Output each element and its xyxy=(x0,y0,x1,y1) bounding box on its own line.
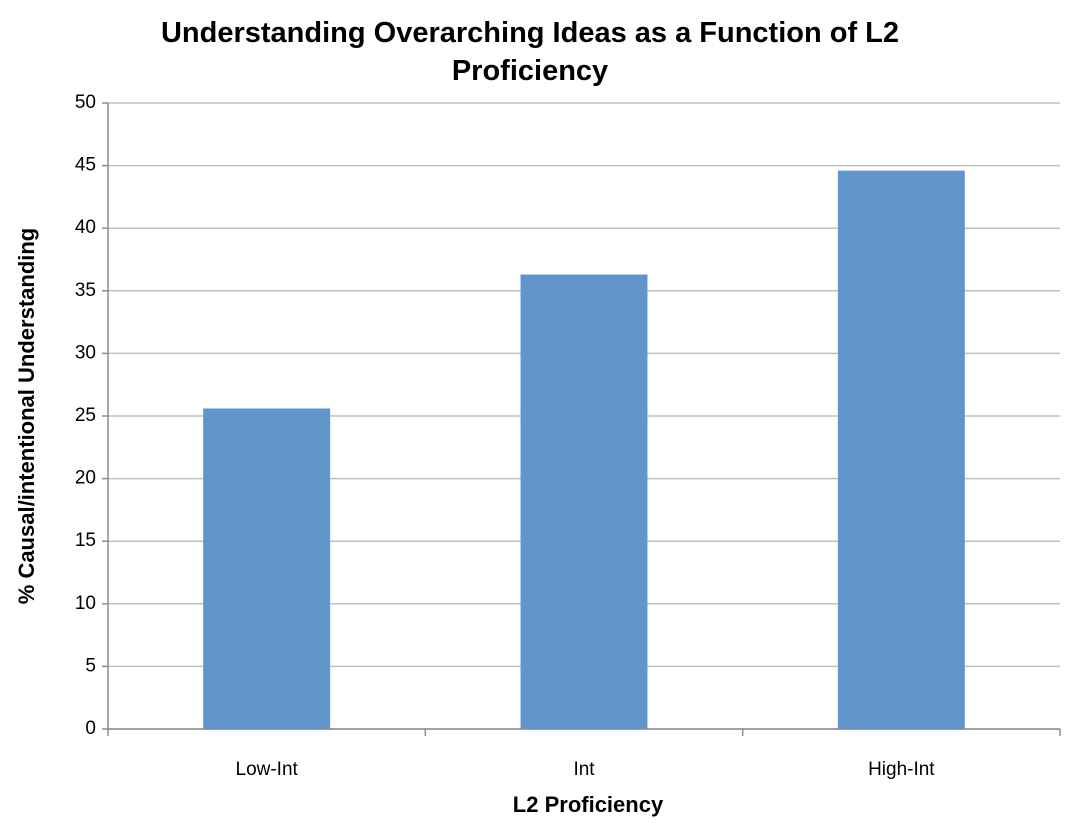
y-tick-label: 45 xyxy=(75,155,96,176)
y-tick-label: 35 xyxy=(75,280,96,301)
x-tick-label: Int xyxy=(573,759,595,780)
y-axis-title: % Causal/intentional Understanding xyxy=(14,228,39,604)
y-tick-label: 10 xyxy=(75,593,96,614)
y-tick-label: 30 xyxy=(75,342,96,363)
bar xyxy=(837,170,965,729)
y-tick-label: 20 xyxy=(75,468,96,489)
y-tick-label: 5 xyxy=(85,655,96,676)
y-tick-label: 25 xyxy=(75,405,96,426)
y-tick-label: 40 xyxy=(75,217,96,238)
y-tick-label: 50 xyxy=(75,92,96,113)
x-tick-label: Low-Int xyxy=(236,759,299,780)
y-tick-label: 15 xyxy=(75,530,96,551)
x-tick-label: High-Int xyxy=(868,759,935,780)
x-axis-title: L2 Proficiency xyxy=(513,792,664,817)
chart-title: Understanding Overarching Ideas as a Fun… xyxy=(160,17,900,87)
y-tick-label: 0 xyxy=(85,718,96,739)
bar xyxy=(520,274,648,729)
bar xyxy=(203,408,331,729)
